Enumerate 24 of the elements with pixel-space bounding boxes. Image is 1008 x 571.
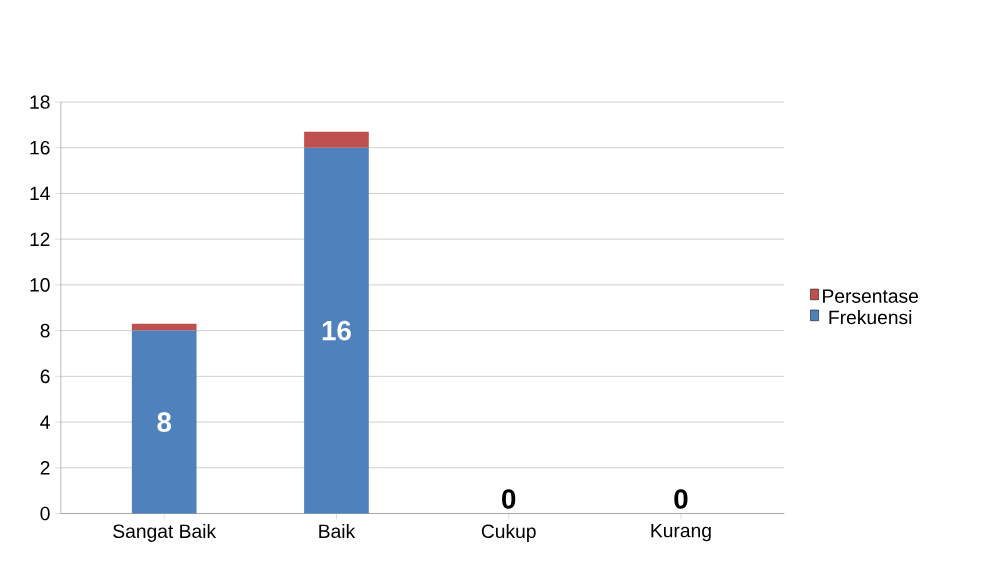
legend-label: Frekuensi: [829, 310, 912, 325]
bar: [304, 147, 369, 514]
y-tick-label: 6: [40, 369, 50, 384]
y-tick-label: 12: [30, 232, 50, 247]
bar: [304, 131, 369, 148]
data-label: 0: [502, 489, 516, 509]
data-label: 0: [674, 489, 688, 509]
x-tick-label: Cukup: [481, 524, 536, 543]
data-label: 8: [157, 412, 172, 433]
x-tick-label: Sangat Baik: [113, 524, 217, 543]
y-tick-label: 14: [30, 187, 50, 201]
y-tick-label: 0: [40, 506, 50, 521]
bar: [131, 323, 197, 331]
y-tick-label: 16: [30, 141, 50, 155]
y-tick-label: 4: [40, 415, 50, 429]
x-tick-label: Baik: [319, 524, 356, 539]
y-tick-label: 18: [30, 95, 50, 110]
legend-label: Persentase: [823, 289, 919, 304]
y-tick-label: 10: [30, 278, 50, 292]
y-tick-label: 8: [40, 324, 50, 338]
data-label: 16: [322, 321, 351, 341]
bar: [131, 330, 197, 514]
y-tick-label: 2: [40, 461, 50, 475]
x-tick-label: Kurang: [651, 524, 711, 542]
